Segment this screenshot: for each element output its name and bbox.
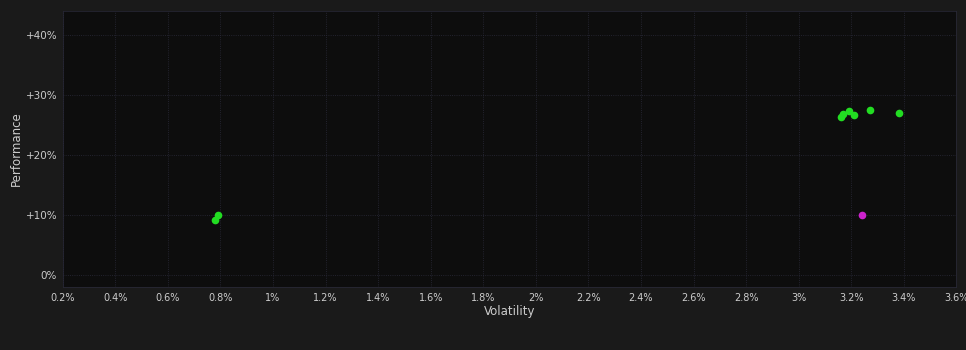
Point [208,217,223,223]
Point [211,212,226,218]
Point [854,212,869,218]
Point [833,114,848,120]
X-axis label: Volatility: Volatility [484,305,535,318]
Point [846,112,862,118]
Point [836,111,851,117]
Point [891,110,906,116]
Point [840,109,856,114]
Y-axis label: Performance: Performance [10,111,23,186]
Point [862,107,877,113]
